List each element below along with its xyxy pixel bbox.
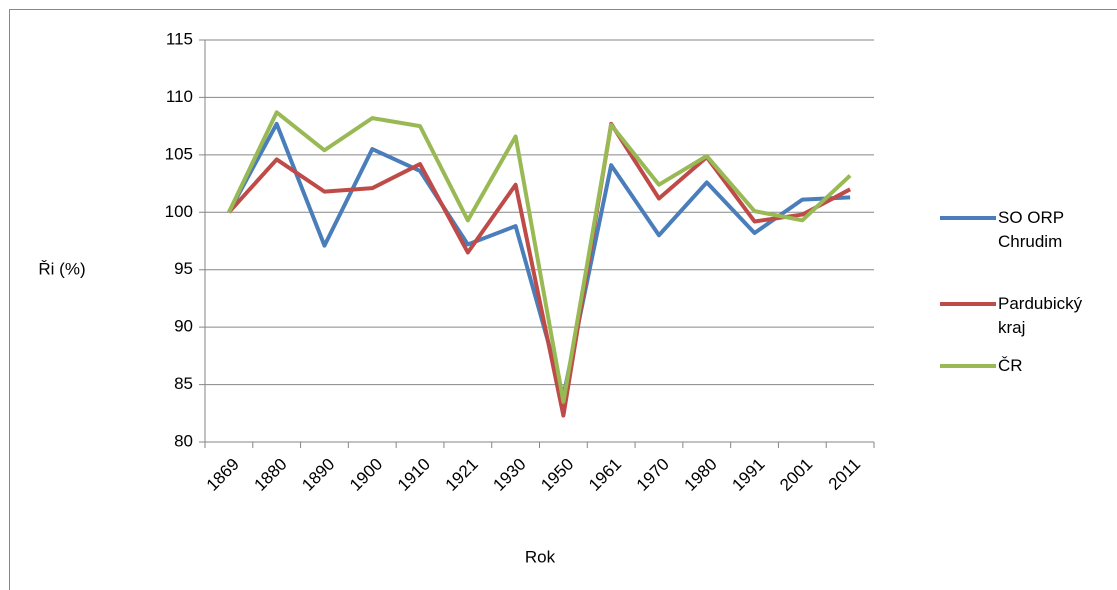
y-tick-label: 110 bbox=[166, 87, 193, 106]
series-line bbox=[227, 121, 851, 399]
chart-frame bbox=[9, 9, 1117, 590]
y-tick-label: 100 bbox=[165, 202, 193, 221]
y-tick-label: 115 bbox=[166, 29, 193, 48]
series-line bbox=[227, 110, 852, 404]
y-axis-label: Ři (%) bbox=[38, 259, 85, 278]
x-tick-label: 1970 bbox=[633, 455, 673, 495]
x-tick-label: 1900 bbox=[346, 455, 386, 495]
legend-label: ČR bbox=[998, 356, 1023, 375]
y-tick-label: 105 bbox=[165, 144, 193, 163]
y-tick-label: 95 bbox=[174, 259, 193, 278]
x-tick-label: 1890 bbox=[298, 455, 338, 495]
x-tick-label: 1980 bbox=[681, 455, 721, 495]
y-tick-label: 80 bbox=[174, 431, 193, 450]
x-tick-label: 1880 bbox=[250, 455, 290, 495]
y-tick-label: 90 bbox=[174, 317, 193, 336]
x-tick-label: 1869 bbox=[203, 455, 243, 495]
legend-label: SO ORP Chrudim bbox=[998, 208, 1064, 251]
x-tick-label: 1921 bbox=[442, 455, 482, 495]
legend-label: Pardubický kraj bbox=[998, 294, 1083, 337]
x-tick-label: 2011 bbox=[825, 455, 864, 494]
series-line bbox=[227, 121, 852, 418]
x-tick-label: 1950 bbox=[537, 455, 577, 495]
x-tick-label: 1991 bbox=[728, 455, 768, 495]
x-tick-label: 2001 bbox=[776, 455, 816, 495]
x-axis-label: Rok bbox=[525, 547, 556, 566]
x-tick-label: 1910 bbox=[394, 455, 434, 495]
x-tick-label: 1961 bbox=[585, 455, 625, 495]
x-tick-label: 1930 bbox=[489, 455, 529, 495]
y-tick-label: 85 bbox=[174, 374, 193, 393]
